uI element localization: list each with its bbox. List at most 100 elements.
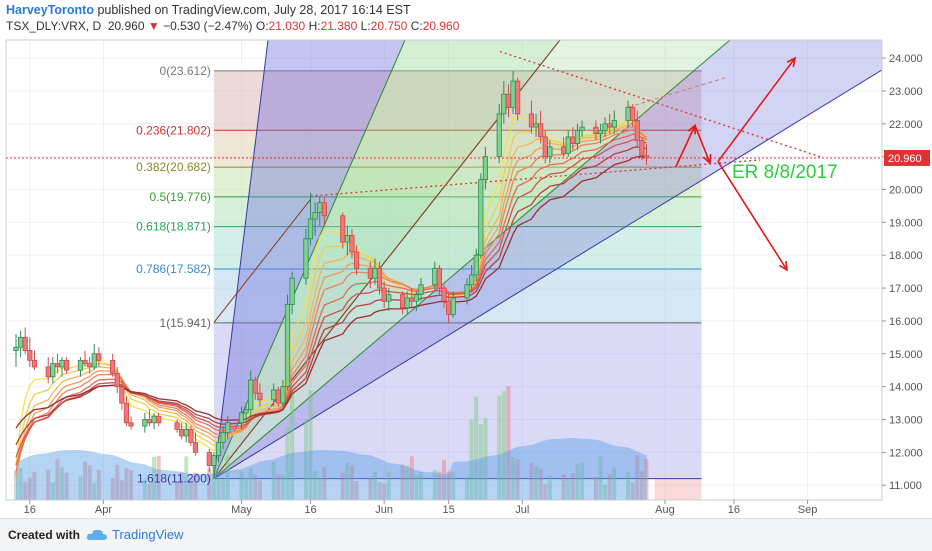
gann-fan-line bbox=[213, 40, 269, 479]
volume-bar bbox=[451, 471, 456, 500]
volume-bar bbox=[474, 396, 479, 500]
volume-bar bbox=[501, 391, 506, 500]
volume-bar bbox=[386, 472, 391, 500]
volume-bar bbox=[83, 461, 88, 500]
x-tick-label: 15 bbox=[442, 504, 454, 516]
gann-fan-line bbox=[213, 40, 731, 480]
x-tick-label: 16 bbox=[728, 504, 740, 516]
volume-bar bbox=[446, 471, 451, 500]
candle bbox=[220, 426, 226, 450]
candle-body bbox=[146, 419, 153, 424]
volume-bar bbox=[432, 470, 437, 500]
candle-body bbox=[91, 353, 97, 368]
volume-bar bbox=[400, 464, 405, 500]
candle bbox=[13, 334, 19, 367]
open-value: 21.030 bbox=[268, 19, 306, 33]
fib-band bbox=[213, 167, 702, 197]
candle bbox=[496, 104, 502, 164]
candle bbox=[418, 278, 424, 302]
candle-body bbox=[547, 146, 553, 158]
candle-body bbox=[275, 389, 281, 404]
candle-body bbox=[570, 136, 576, 144]
candle bbox=[436, 265, 442, 295]
price-chart[interactable]: 0(23.612) 0.236(21.802) 0.382(20.682) 0.5(1… bbox=[0, 36, 932, 518]
resistance-line-dotted bbox=[499, 50, 821, 158]
fib-level-label: 0(23.612) bbox=[160, 64, 211, 78]
candle bbox=[349, 228, 355, 259]
volume-bar bbox=[635, 455, 640, 500]
publish-line: HarveyToronto published on TradingView.c… bbox=[6, 3, 411, 17]
volume-bar bbox=[271, 461, 276, 500]
volume-bar bbox=[248, 468, 253, 500]
volume-bar bbox=[175, 481, 180, 500]
tradingview-link[interactable]: TradingView bbox=[112, 527, 184, 542]
y-tick-label: 24.000 bbox=[889, 53, 923, 65]
candle-body bbox=[156, 415, 162, 424]
fib-level-label: 0.5(19.776) bbox=[150, 190, 211, 204]
candle bbox=[340, 212, 346, 249]
volume-bar bbox=[547, 475, 552, 500]
symbol-label: TSX_DLY:VRX, D bbox=[6, 19, 102, 33]
candle-body bbox=[183, 428, 189, 437]
candle bbox=[257, 383, 263, 407]
volume-bar bbox=[322, 466, 327, 500]
candle-body bbox=[220, 432, 226, 443]
candle bbox=[119, 380, 125, 410]
volume-bar bbox=[239, 471, 244, 500]
candle-body bbox=[192, 442, 199, 453]
candle-body bbox=[413, 294, 419, 302]
candle bbox=[303, 228, 309, 285]
candle-body bbox=[381, 287, 387, 302]
close-value: 20.960 bbox=[422, 19, 460, 33]
down-arrow-icon: ▼ bbox=[147, 19, 160, 33]
candle-body bbox=[151, 415, 157, 424]
candle bbox=[634, 110, 640, 147]
candle-body bbox=[404, 297, 410, 309]
volume-bar bbox=[60, 467, 65, 500]
tradingview-cloud-icon bbox=[86, 529, 107, 540]
volume-bar bbox=[184, 456, 189, 500]
candle bbox=[275, 386, 281, 407]
volume-bar bbox=[110, 477, 115, 500]
volume-bar bbox=[405, 465, 410, 500]
candle-body bbox=[593, 126, 599, 135]
volume-bar bbox=[437, 471, 442, 500]
candle bbox=[353, 245, 360, 275]
volume-bar bbox=[55, 458, 60, 500]
volume-bar bbox=[382, 483, 387, 500]
volume-bar bbox=[612, 467, 617, 500]
last-price-badge: 20.960 bbox=[884, 149, 930, 166]
candle-body bbox=[386, 294, 392, 302]
candle bbox=[280, 380, 286, 407]
candle bbox=[238, 406, 245, 430]
volume-bar bbox=[465, 477, 470, 500]
candle-body bbox=[87, 363, 93, 368]
candle-body bbox=[473, 254, 479, 276]
candle-body bbox=[349, 235, 355, 253]
candle bbox=[22, 327, 28, 354]
candle-body bbox=[307, 218, 314, 240]
candle-body bbox=[597, 129, 604, 135]
candle-body bbox=[372, 267, 378, 279]
volume-bar bbox=[506, 386, 511, 500]
candle bbox=[597, 123, 604, 144]
projection-line-dashed bbox=[627, 77, 726, 108]
candle bbox=[307, 192, 314, 246]
candle-body bbox=[510, 80, 516, 108]
volume-bar bbox=[87, 465, 92, 500]
candle bbox=[188, 426, 194, 446]
volume-bar bbox=[290, 388, 295, 500]
candle bbox=[289, 271, 295, 315]
volume-bar bbox=[349, 465, 354, 500]
volume-bar bbox=[561, 474, 566, 500]
x-tick-label: Jul bbox=[515, 504, 529, 516]
author-link[interactable]: HarveyToronto bbox=[6, 3, 94, 17]
candle-body bbox=[238, 412, 245, 424]
candle-body bbox=[515, 80, 521, 115]
created-with-label: Created with bbox=[8, 528, 81, 542]
fib-band bbox=[213, 226, 702, 269]
candle-body bbox=[538, 123, 544, 138]
fib-level-label: 0.236(21.802) bbox=[136, 123, 211, 137]
candle-body bbox=[31, 359, 38, 368]
volume-bar bbox=[124, 468, 129, 500]
